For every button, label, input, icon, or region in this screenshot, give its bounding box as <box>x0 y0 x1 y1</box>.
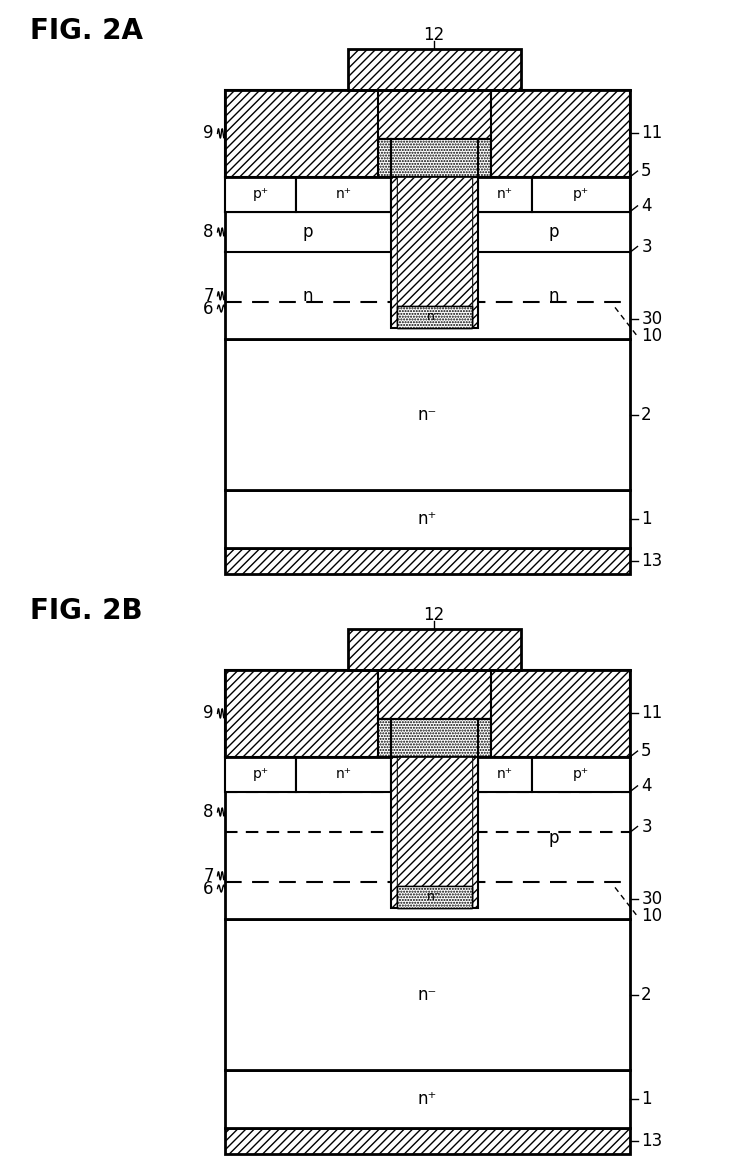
Bar <box>397 886 472 907</box>
Bar <box>225 339 630 490</box>
Text: n⁻: n⁻ <box>427 310 442 324</box>
Bar <box>532 757 630 791</box>
Text: n⁺: n⁺ <box>335 767 352 782</box>
Text: 1: 1 <box>641 510 652 528</box>
Bar <box>225 757 296 791</box>
Text: FIG. 2A: FIG. 2A <box>30 17 143 45</box>
Text: n⁺: n⁺ <box>496 187 513 202</box>
Bar <box>397 176 472 322</box>
Bar <box>225 176 630 339</box>
Bar <box>391 756 478 907</box>
Text: p⁺: p⁺ <box>253 767 268 782</box>
Text: p: p <box>548 223 559 241</box>
Text: n⁺: n⁺ <box>335 187 352 202</box>
Text: 8: 8 <box>203 803 214 821</box>
Text: n⁻: n⁻ <box>418 406 437 423</box>
Text: 2: 2 <box>641 406 652 423</box>
Bar <box>225 177 296 211</box>
Text: p⁺: p⁺ <box>253 187 268 202</box>
Bar <box>397 757 472 902</box>
Bar <box>397 886 472 907</box>
Bar <box>296 177 391 211</box>
Bar <box>478 177 532 211</box>
Text: n⁻: n⁻ <box>427 890 442 904</box>
Text: 10: 10 <box>641 907 662 926</box>
Text: 12: 12 <box>424 26 445 44</box>
Text: 11: 11 <box>641 704 662 723</box>
Bar <box>378 670 490 719</box>
Text: 8: 8 <box>203 223 214 241</box>
Bar <box>225 919 630 1070</box>
Bar <box>225 670 391 757</box>
Text: p: p <box>302 223 313 241</box>
Bar <box>532 177 630 211</box>
Bar <box>225 1128 630 1154</box>
Text: 30: 30 <box>641 310 662 328</box>
Text: n⁺: n⁺ <box>496 767 513 782</box>
Bar <box>378 90 490 139</box>
Text: 4: 4 <box>641 777 652 795</box>
Text: 12: 12 <box>424 606 445 624</box>
Text: 5: 5 <box>641 742 652 760</box>
Text: n⁺: n⁺ <box>418 1090 437 1108</box>
Text: 7: 7 <box>203 287 214 305</box>
Bar <box>378 719 490 757</box>
Bar <box>348 49 520 90</box>
Text: p⁺: p⁺ <box>573 187 589 202</box>
Text: 13: 13 <box>641 552 662 571</box>
Bar <box>296 757 391 791</box>
Bar <box>225 490 630 549</box>
Text: n⁻: n⁻ <box>418 986 437 1003</box>
Text: 30: 30 <box>641 890 662 908</box>
Bar <box>478 670 630 757</box>
Bar <box>397 757 472 902</box>
Text: 1: 1 <box>641 1090 652 1108</box>
Text: 6: 6 <box>203 879 214 898</box>
Text: 6: 6 <box>203 299 214 318</box>
Text: 13: 13 <box>641 1132 662 1151</box>
Text: 5: 5 <box>641 162 652 180</box>
Bar <box>225 1070 630 1128</box>
Bar <box>478 90 630 177</box>
Text: n: n <box>548 287 559 305</box>
Text: 4: 4 <box>641 197 652 215</box>
Text: 3: 3 <box>641 818 652 835</box>
Bar <box>391 177 478 328</box>
Text: p⁺: p⁺ <box>573 767 589 782</box>
Bar <box>397 306 472 328</box>
Text: 9: 9 <box>203 124 214 143</box>
Text: n: n <box>302 287 313 305</box>
Text: 7: 7 <box>203 867 214 885</box>
Bar <box>478 757 532 791</box>
Text: n⁺: n⁺ <box>418 510 437 528</box>
Bar <box>225 90 391 177</box>
Text: 10: 10 <box>641 327 662 346</box>
Bar <box>378 139 490 177</box>
Text: 11: 11 <box>641 124 662 143</box>
Bar <box>397 306 472 328</box>
Text: 2: 2 <box>641 986 652 1003</box>
Text: FIG. 2B: FIG. 2B <box>30 597 142 625</box>
Bar <box>225 549 630 574</box>
Text: p: p <box>548 829 559 847</box>
Bar <box>397 176 472 322</box>
Bar <box>348 629 520 670</box>
Text: 3: 3 <box>641 238 652 255</box>
Bar <box>225 757 630 919</box>
Text: 9: 9 <box>203 704 214 723</box>
